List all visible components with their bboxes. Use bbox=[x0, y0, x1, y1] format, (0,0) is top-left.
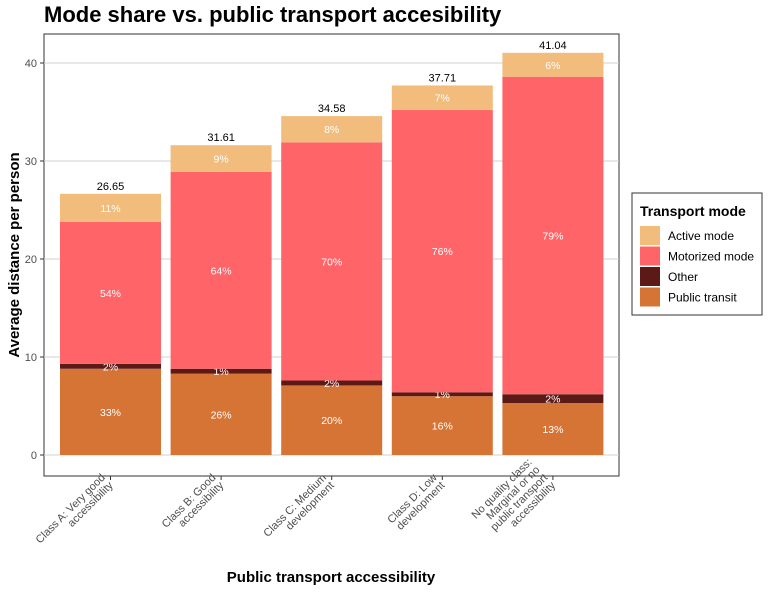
segment-percent-label: 26% bbox=[211, 409, 232, 421]
bar-segment-active-mode bbox=[502, 52, 604, 77]
y-tick-label: 30 bbox=[25, 156, 37, 168]
bar-segment-other bbox=[170, 368, 272, 374]
segment-percent-label: 1% bbox=[214, 366, 229, 378]
segment-percent-label: 11% bbox=[100, 203, 120, 215]
bar-segment-motorized-mode bbox=[60, 221, 161, 364]
legend-label: Other bbox=[668, 270, 698, 284]
legend-label: Motorized mode bbox=[668, 250, 754, 264]
segment-percent-label: 76% bbox=[432, 246, 453, 258]
bar-segment-active-mode bbox=[170, 145, 272, 172]
x-axis-title: Public transport accessibility bbox=[227, 569, 436, 586]
segment-percent-label: 2% bbox=[324, 378, 339, 390]
y-tick-label: 0 bbox=[31, 450, 37, 462]
bar-segment-other bbox=[391, 392, 493, 397]
bar-segment-motorized-mode bbox=[391, 110, 493, 393]
bar-total-label: 31.61 bbox=[207, 132, 235, 144]
y-axis-title: Average distance per person bbox=[6, 152, 23, 357]
bar-segment-active-mode bbox=[391, 85, 493, 111]
segment-percent-label: 13% bbox=[542, 424, 563, 436]
bar-total-label: 34.58 bbox=[318, 103, 346, 115]
bar-segment-other bbox=[60, 363, 161, 369]
legend-swatch-public-transit bbox=[640, 287, 660, 307]
legend: Transport mode Active mode Motorized mode… bbox=[631, 192, 763, 316]
segment-percent-label: 20% bbox=[321, 415, 342, 427]
y-tick-label: 10 bbox=[25, 352, 37, 364]
y-tick-label: 20 bbox=[25, 254, 37, 266]
x-tick-label: Class A: Very good bbox=[34, 472, 108, 546]
segment-percent-label: 2% bbox=[103, 361, 118, 373]
legend-swatch-motorized-mode bbox=[640, 246, 660, 266]
y-axis: 0 10 20 30 40 bbox=[25, 58, 44, 462]
bar-segment-motorized-mode bbox=[502, 76, 604, 395]
bar-segment-active-mode bbox=[281, 116, 383, 143]
legend-title: Transport mode bbox=[640, 203, 746, 219]
bars-layer: 33% 2% 54% 11% 26.65 26% 1% 64% 9% 31.61 20% 2% 70% 8… bbox=[60, 40, 604, 455]
segment-percent-label: 9% bbox=[214, 154, 229, 166]
segment-percent-label: 33% bbox=[100, 407, 121, 419]
bar-segment-public-transit bbox=[60, 368, 161, 455]
bar-segment-public-transit bbox=[391, 396, 493, 455]
segment-percent-label: 8% bbox=[324, 124, 339, 136]
segment-percent-label: 79% bbox=[542, 230, 563, 242]
legend-swatch-other bbox=[640, 267, 660, 286]
segment-percent-label: 54% bbox=[100, 288, 121, 300]
legend-label: Active mode bbox=[668, 229, 734, 243]
bar-segment-active-mode bbox=[60, 193, 161, 222]
bar-segment-public-transit bbox=[170, 373, 272, 455]
bar-segment-motorized-mode bbox=[281, 142, 383, 381]
segment-percent-label: 7% bbox=[435, 93, 450, 105]
y-tick-label: 40 bbox=[25, 58, 37, 70]
bar-total-label: 26.65 bbox=[97, 181, 125, 193]
legend-label: Public transit bbox=[668, 291, 737, 305]
bar-total-label: 41.04 bbox=[539, 40, 567, 52]
segment-percent-label: 2% bbox=[545, 394, 560, 406]
bar-segment-public-transit bbox=[281, 385, 383, 455]
segment-percent-label: 70% bbox=[321, 256, 342, 268]
segment-percent-label: 64% bbox=[211, 265, 232, 277]
bar-segment-motorized-mode bbox=[170, 171, 272, 369]
legend-swatch-active-mode bbox=[640, 226, 660, 245]
bar-total-label: 37.71 bbox=[429, 72, 457, 84]
chart-title: Mode share vs. public transport accesibi… bbox=[44, 2, 502, 27]
bar-segment-other bbox=[502, 394, 604, 404]
bar-segment-other bbox=[281, 380, 383, 386]
segment-percent-label: 16% bbox=[432, 421, 453, 433]
segment-percent-label: 6% bbox=[545, 60, 560, 72]
bar-segment-public-transit bbox=[502, 403, 604, 455]
